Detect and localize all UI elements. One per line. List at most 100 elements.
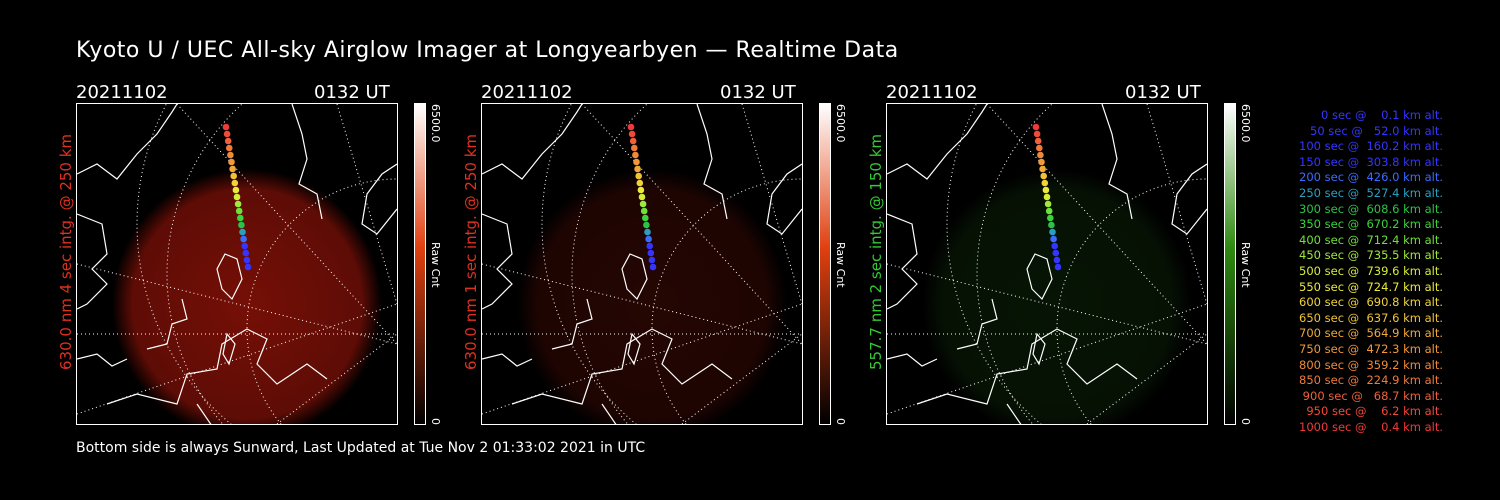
track-point <box>627 123 635 131</box>
track-point <box>639 200 647 208</box>
legend-row: 800 sec @ 359.2 km alt. <box>1295 357 1443 372</box>
track-point <box>1034 137 1042 145</box>
legend-row: 350 sec @ 670.2 km alt. <box>1295 217 1443 232</box>
satellite-track <box>627 123 657 271</box>
track-point <box>634 165 641 173</box>
legend-row: 0 sec @ 0.1 km alt. <box>1310 108 1443 122</box>
track-point <box>1038 158 1045 166</box>
track-point <box>241 242 248 250</box>
legend-row: 550 sec @ 724.7 km alt. <box>1295 279 1443 294</box>
legend-row: 250 sec @ 527.4 km alt. <box>1295 185 1443 200</box>
track-point <box>1033 130 1041 138</box>
track-point <box>234 200 242 208</box>
track-point <box>645 235 652 243</box>
track-point <box>243 256 251 264</box>
coastlines <box>887 104 1207 424</box>
track-point <box>1040 172 1047 180</box>
track-point <box>226 144 233 152</box>
panel-3-date: 20211102 <box>886 82 978 103</box>
panel-3-colorbar <box>1224 103 1236 425</box>
allsky-map <box>77 104 397 424</box>
track-point <box>646 242 653 250</box>
track-point <box>1051 242 1058 250</box>
track-point <box>644 228 651 236</box>
panel-3-time: 0132 UT <box>1125 82 1201 103</box>
panel-1-colorbar-min: 0 <box>429 418 442 425</box>
track-point <box>239 228 246 236</box>
track-point <box>244 263 252 271</box>
track-point <box>647 249 655 257</box>
track-point <box>629 137 637 145</box>
track-point <box>227 151 234 159</box>
coastlines <box>77 104 397 424</box>
panel-1-date: 20211102 <box>76 82 168 103</box>
panel-2-side-label: 630.0 nm 1 sec intg. @ 250 km <box>462 133 480 370</box>
panel-1-colorbar <box>414 103 426 425</box>
panel-2-image <box>481 103 803 425</box>
panel-1-colorbar-max: 6500.0 <box>429 104 442 143</box>
track-point <box>648 256 656 264</box>
track-point <box>1047 214 1054 222</box>
footer-note: Bottom side is always Sunward, Last Upda… <box>76 440 646 456</box>
legend-row: 750 sec @ 472.3 km alt. <box>1295 341 1443 356</box>
legend-row: 50 sec @ 52.0 km alt. <box>1302 123 1443 138</box>
panel-2-colorbar-min: 0 <box>834 418 847 425</box>
track-point <box>223 130 231 138</box>
track-point <box>633 158 640 166</box>
legend-row: 850 sec @ 224.9 km alt. <box>1295 373 1443 388</box>
track-point <box>635 172 642 180</box>
coastlines <box>482 104 802 424</box>
panel-1-side-label: 630.0 nm 4 sec intg. @ 250 km <box>57 133 75 370</box>
track-point <box>237 214 244 222</box>
panel-2-date: 20211102 <box>481 82 573 103</box>
legend-row: 1000 sec @ 0.4 km alt. <box>1299 419 1443 434</box>
track-point <box>1036 144 1043 152</box>
panel-1-image <box>76 103 398 425</box>
track-point <box>240 235 247 243</box>
panel-3-image <box>886 103 1208 425</box>
track-point <box>1045 207 1053 215</box>
track-point <box>636 179 644 187</box>
track-point <box>632 151 639 159</box>
track-point <box>229 165 236 173</box>
track-point <box>1039 165 1046 173</box>
track-point <box>642 214 649 222</box>
airglow-field <box>517 169 787 424</box>
track-point <box>1053 256 1061 264</box>
legend-row: 300 sec @ 608.6 km alt. <box>1295 201 1443 216</box>
track-point <box>232 186 240 194</box>
track-point <box>1052 249 1060 257</box>
track-point <box>1042 186 1050 194</box>
satellite-track <box>1032 123 1062 271</box>
panel-1-time: 0132 UT <box>314 82 390 103</box>
page-title: Kyoto U / UEC All-sky Airglow Imager at … <box>76 38 899 63</box>
legend-row: 200 sec @ 426.0 km alt. <box>1295 170 1443 185</box>
track-point <box>1044 200 1052 208</box>
legend-row: 950 sec @ 6.2 km alt. <box>1302 404 1443 419</box>
panel-3-side-label: 557.7 nm 2 sec intg. @ 150 km <box>867 133 885 370</box>
panel-3-colorbar-min: 0 <box>1239 418 1252 425</box>
legend-row: 400 sec @ 712.4 km alt. <box>1295 232 1443 247</box>
track-point <box>230 172 237 180</box>
track-point <box>1041 179 1049 187</box>
track-point <box>628 130 636 138</box>
legend-row: 100 sec @ 160.2 km alt. <box>1295 139 1443 154</box>
track-point <box>1043 193 1051 201</box>
airglow-field <box>922 169 1192 424</box>
track-point <box>1054 263 1062 271</box>
panel-3-colorbar-max: 6500.0 <box>1239 104 1252 143</box>
legend-row: 700 sec @ 564.9 km alt. <box>1295 326 1443 341</box>
legend-row: 500 sec @ 739.6 km alt. <box>1295 263 1443 278</box>
airglow-field <box>112 169 382 424</box>
track-point <box>228 158 235 166</box>
panel-1-colorbar-unit: Raw Cnt <box>429 242 442 288</box>
track-point <box>1048 221 1055 229</box>
track-point <box>1049 228 1056 236</box>
track-point <box>1050 235 1057 243</box>
legend: 0 sec @ 0.1 km alt. 50 sec @ 52.0 km alt… <box>1268 108 1443 435</box>
track-point <box>242 249 250 257</box>
track-point <box>222 123 230 131</box>
panel-2-time: 0132 UT <box>720 82 796 103</box>
track-point <box>233 193 241 201</box>
allsky-map <box>482 104 802 424</box>
